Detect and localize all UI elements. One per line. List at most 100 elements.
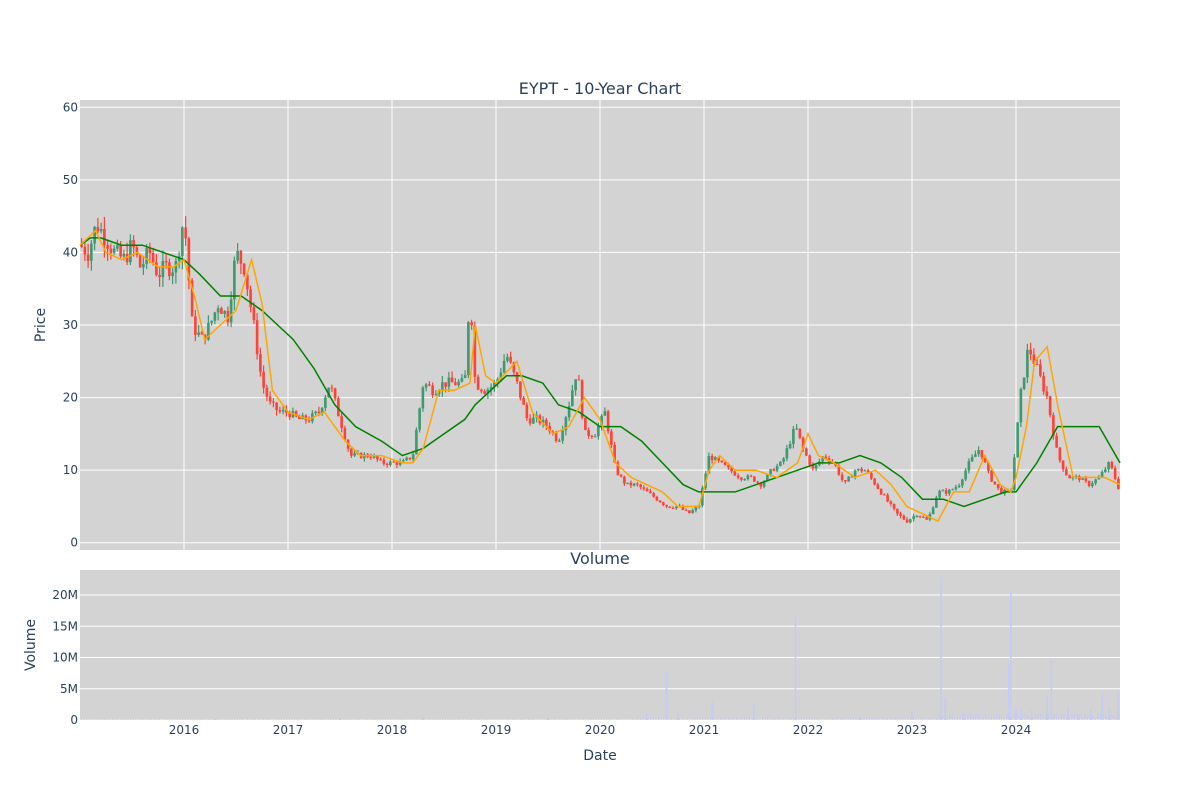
volume-bar: [879, 719, 880, 720]
x-tick-label: 2022: [793, 723, 824, 737]
volume-bar: [739, 719, 740, 720]
volume-bar: [936, 718, 937, 720]
volume-bar: [596, 719, 597, 720]
volume-bar: [1110, 714, 1111, 720]
volume-bar: [913, 717, 914, 720]
volume-bar: [845, 719, 846, 720]
volume-bar: [1019, 717, 1020, 720]
volume-bar: [294, 719, 295, 720]
volume-bar: [336, 719, 337, 720]
volume-bar: [702, 718, 703, 720]
volume-bar: [289, 719, 290, 720]
volume-bar: [598, 719, 599, 720]
volume-bar: [947, 717, 948, 720]
volume-bar: [1077, 713, 1078, 720]
volume-y-tick-label: 10M: [52, 651, 78, 665]
price-y-tick-label: 0: [70, 536, 78, 550]
volume-bar: [286, 719, 287, 720]
volume-bar: [544, 719, 545, 720]
volume-bar: [746, 717, 747, 720]
volume-bar: [437, 719, 438, 720]
volume-bar: [177, 719, 178, 720]
volume-bar: [549, 719, 550, 720]
volume-bar: [323, 719, 324, 720]
volume-bar: [767, 718, 768, 720]
volume-bar: [258, 719, 259, 720]
volume-bar: [224, 719, 225, 720]
volume-bar: [499, 719, 500, 720]
volume-bar: [570, 719, 571, 720]
volume-bar: [962, 713, 963, 720]
volume-bar: [447, 719, 448, 720]
volume-bar: [349, 719, 350, 720]
volume-bar: [926, 718, 927, 720]
volume-bar: [601, 719, 602, 720]
candle: [1020, 387, 1023, 427]
volume-bar: [775, 719, 776, 720]
volume-bar: [827, 719, 828, 720]
volume-bar: [1092, 716, 1093, 720]
volume-bar: [109, 719, 110, 720]
volume-bar: [1116, 718, 1117, 720]
candle: [1059, 447, 1062, 463]
volume-bar: [1113, 715, 1114, 720]
volume-bar: [642, 718, 643, 720]
volume-bar: [715, 718, 716, 720]
volume-bar: [385, 719, 386, 720]
volume-bar: [83, 719, 84, 720]
volume-bar: [1025, 714, 1026, 720]
volume-bar: [804, 717, 805, 720]
volume-bar: [648, 718, 649, 720]
candle: [422, 386, 425, 412]
volume-bar: [718, 719, 719, 720]
volume-bar: [858, 719, 859, 720]
volume-bar: [112, 719, 113, 720]
volume-bar: [741, 719, 742, 720]
x-tick-label: 2024: [1001, 723, 1032, 737]
volume-bar: [281, 719, 282, 720]
x-axis-title: Date: [583, 748, 616, 764]
volume-bar: [468, 719, 469, 720]
chart-title: EYPT - 10-Year Chart: [519, 79, 681, 98]
volume-bar: [471, 719, 472, 720]
candle: [880, 488, 883, 495]
volume-bar: [983, 718, 984, 720]
volume-bar: [466, 719, 467, 720]
volume-bar: [328, 719, 329, 720]
volume-bar: [531, 719, 532, 720]
volume-bar: [824, 719, 825, 720]
volume-bar: [214, 719, 216, 720]
candle: [873, 478, 876, 486]
volume-bar: [200, 719, 201, 720]
volume-bar: [523, 719, 524, 720]
volume-bar: [603, 719, 604, 720]
volume-bar: [859, 716, 861, 720]
volume-bar: [351, 719, 352, 720]
volume-bar: [874, 718, 875, 720]
volume-bar: [811, 719, 812, 720]
volume-bar: [268, 719, 269, 720]
volume-bar: [590, 719, 591, 720]
volume-bar: [887, 718, 888, 720]
candle: [1016, 422, 1019, 457]
volume-bar: [382, 719, 383, 720]
volume-bar: [710, 718, 711, 720]
candle: [799, 428, 802, 439]
price-y-tick-label: 30: [63, 318, 78, 332]
volume-bar: [697, 718, 698, 720]
volume-bar: [377, 719, 378, 720]
volume-bar: [528, 719, 529, 720]
volume-bar: [1109, 708, 1111, 721]
volume-bar: [798, 719, 799, 720]
volume-bar: [547, 718, 549, 721]
volume-bar: [330, 719, 331, 720]
volume-bar: [369, 719, 370, 720]
volume-bar: [317, 719, 318, 720]
volume-bar: [367, 719, 368, 720]
volume-bar: [299, 719, 300, 720]
volume-bar: [765, 718, 766, 720]
volume-bar: [190, 719, 191, 720]
volume-bar: [1066, 716, 1067, 720]
